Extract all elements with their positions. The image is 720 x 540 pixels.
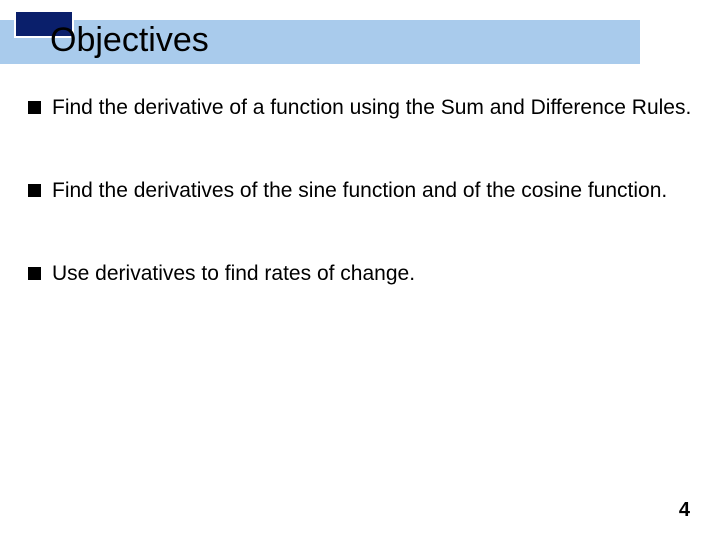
bullet-text: Find the derivative of a function using … <box>52 95 691 122</box>
list-item: Find the derivatives of the sine functio… <box>28 178 692 205</box>
bullet-text: Use derivatives to find rates of change. <box>52 261 415 288</box>
header-region: Objectives <box>0 10 640 64</box>
square-bullet-icon <box>28 184 41 197</box>
content-area: Find the derivative of a function using … <box>28 95 692 344</box>
page-number: 4 <box>679 499 690 522</box>
bullet-text: Find the derivatives of the sine functio… <box>52 178 667 205</box>
list-item: Use derivatives to find rates of change. <box>28 261 692 288</box>
slide-title: Objectives <box>50 21 209 60</box>
list-item: Find the derivative of a function using … <box>28 95 692 122</box>
square-bullet-icon <box>28 267 41 280</box>
square-bullet-icon <box>28 101 41 114</box>
